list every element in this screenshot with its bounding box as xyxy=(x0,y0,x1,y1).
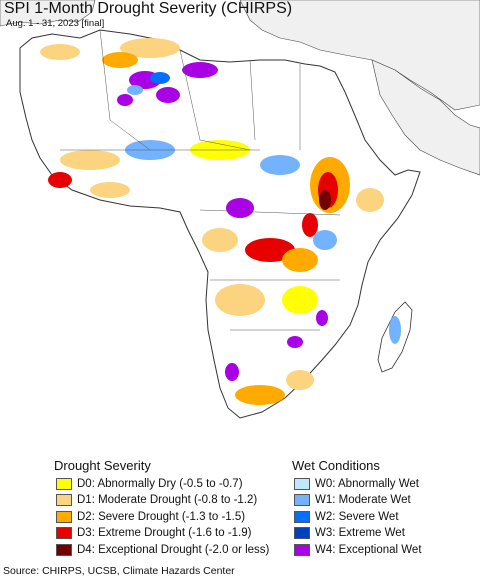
patch xyxy=(102,52,138,68)
drought-legend-title: Drought Severity xyxy=(54,458,151,473)
patch xyxy=(215,284,265,316)
wet-legend-label: W2: Severe Wet xyxy=(315,510,399,523)
wet-legend-title: Wet Conditions xyxy=(292,458,380,473)
wet-legend-label: W1: Moderate Wet xyxy=(315,494,411,506)
drought-legend-label: D3: Extreme Drought (-1.6 to -1.9) xyxy=(77,527,252,539)
drought-legend-label: D0: Abnormally Dry (-0.5 to -0.7) xyxy=(77,477,243,490)
wet-legend-label: W3: Extreme Wet xyxy=(315,527,405,539)
wet-legend-swatch xyxy=(294,543,310,556)
patch xyxy=(90,182,130,198)
wet-legend-label: W4: Exceptional Wet xyxy=(315,543,422,556)
map-title: SPI 1-Month Drought Severity (CHIRPS) xyxy=(4,0,293,17)
drought-legend-item: D2: Severe Drought (-1.3 to -1.5) xyxy=(56,509,245,524)
patch xyxy=(48,172,72,188)
wet-legend-item: W0: Abnormally Wet xyxy=(294,476,419,491)
patch xyxy=(226,198,254,218)
patch xyxy=(260,155,300,175)
patch xyxy=(202,228,238,252)
patch xyxy=(287,336,303,348)
patch xyxy=(225,363,239,381)
wet-legend-swatch xyxy=(294,477,310,490)
wet-legend-item: W4: Exceptional Wet xyxy=(294,542,422,557)
drought-legend-item: D1: Moderate Drought (-0.8 to -1.2) xyxy=(56,493,257,508)
condition-patches xyxy=(40,38,401,405)
patch xyxy=(319,190,331,210)
patch xyxy=(282,286,318,314)
drought-legend-swatch xyxy=(56,477,72,490)
patch xyxy=(117,94,133,106)
drought-legend-swatch xyxy=(56,527,72,539)
patch xyxy=(235,385,285,405)
patch xyxy=(182,62,218,78)
drought-legend-swatch xyxy=(56,494,72,506)
source-text: Source: CHIRPS, UCSB, Climate Hazards Ce… xyxy=(3,565,235,577)
africa-land xyxy=(19,29,421,419)
drought-legend-item: D4: Exceptional Drought (-2.0 or less) xyxy=(56,542,269,557)
wet-legend-item: W3: Extreme Wet xyxy=(294,526,405,541)
patch xyxy=(356,188,384,212)
map-subtitle: Aug. 1 - 31, 2023 [final] xyxy=(6,18,105,29)
patch xyxy=(245,238,295,262)
patch xyxy=(316,310,328,326)
patch xyxy=(156,87,180,103)
drought-legend-item: D0: Abnormally Dry (-0.5 to -0.7) xyxy=(56,476,243,491)
patch xyxy=(127,85,143,95)
wet-legend-swatch xyxy=(294,494,310,506)
patch xyxy=(282,248,318,272)
patch xyxy=(302,213,318,237)
patch xyxy=(286,370,314,390)
wet-legend-item: W2: Severe Wet xyxy=(294,509,399,524)
drought-legend-label: D4: Exceptional Drought (-2.0 or less) xyxy=(77,543,270,556)
iberia xyxy=(0,0,96,27)
wet-legend-item: W1: Moderate Wet xyxy=(294,493,411,508)
patch xyxy=(150,72,170,84)
drought-legend-swatch xyxy=(56,543,72,556)
patch xyxy=(120,38,180,58)
wet-legend-swatch xyxy=(294,527,310,539)
arabian-peninsula xyxy=(371,59,480,176)
borders xyxy=(60,29,341,331)
drought-legend-item: D3: Extreme Drought (-1.6 to -1.9) xyxy=(56,526,251,541)
wet-legend-label: W0: Abnormally Wet xyxy=(315,477,419,490)
wet-legend-swatch xyxy=(294,510,310,523)
patch xyxy=(40,44,80,60)
drought-legend-swatch xyxy=(56,510,72,523)
drought-map xyxy=(0,0,480,419)
patch xyxy=(313,230,337,250)
drought-legend-label: D1: Moderate Drought (-0.8 to -1.2) xyxy=(77,494,258,506)
drought-legend-label: D2: Severe Drought (-1.3 to -1.5) xyxy=(77,510,246,523)
patch xyxy=(60,150,120,170)
patch xyxy=(389,316,401,344)
